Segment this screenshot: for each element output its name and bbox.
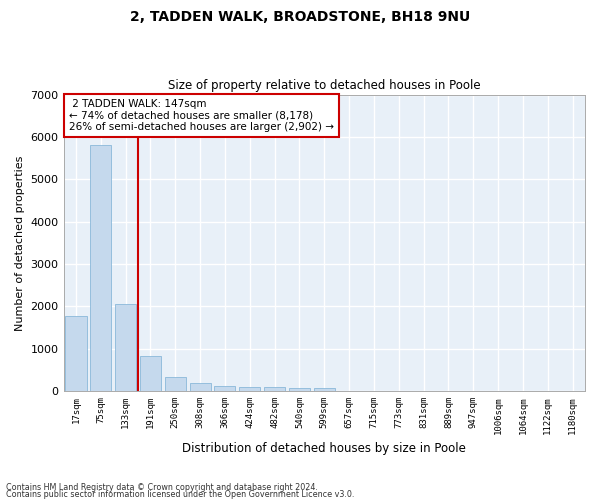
Bar <box>140 356 161 391</box>
Y-axis label: Number of detached properties: Number of detached properties <box>15 155 25 330</box>
Bar <box>90 146 112 391</box>
Bar <box>314 388 335 391</box>
Bar <box>165 377 186 391</box>
Bar <box>264 387 285 391</box>
Text: 2, TADDEN WALK, BROADSTONE, BH18 9NU: 2, TADDEN WALK, BROADSTONE, BH18 9NU <box>130 10 470 24</box>
Bar <box>65 316 86 391</box>
Bar <box>190 384 211 391</box>
Text: Contains HM Land Registry data © Crown copyright and database right 2024.: Contains HM Land Registry data © Crown c… <box>6 484 318 492</box>
X-axis label: Distribution of detached houses by size in Poole: Distribution of detached houses by size … <box>182 442 466 455</box>
Bar <box>115 304 136 391</box>
Text: Contains public sector information licensed under the Open Government Licence v3: Contains public sector information licen… <box>6 490 355 499</box>
Bar <box>289 388 310 391</box>
Text: 2 TADDEN WALK: 147sqm
← 74% of detached houses are smaller (8,178)
26% of semi-d: 2 TADDEN WALK: 147sqm ← 74% of detached … <box>69 99 334 132</box>
Bar <box>214 386 235 391</box>
Bar <box>239 387 260 391</box>
Title: Size of property relative to detached houses in Poole: Size of property relative to detached ho… <box>168 79 481 92</box>
